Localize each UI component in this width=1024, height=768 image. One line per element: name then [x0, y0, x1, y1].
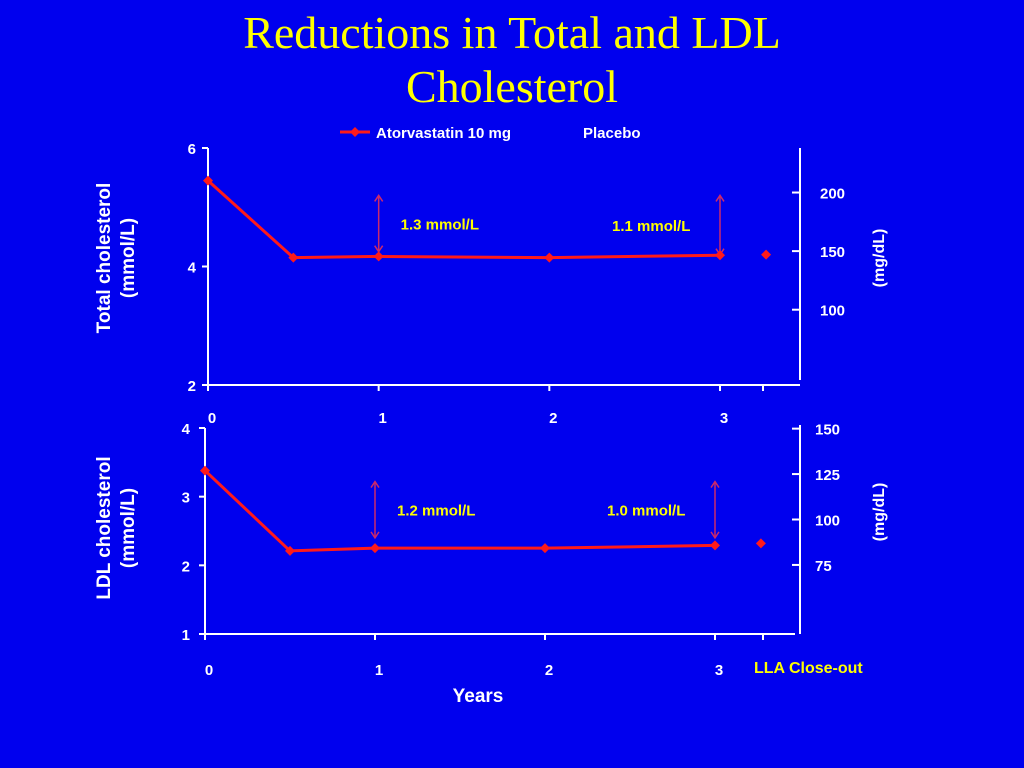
top-y-axis-label-line-1: Total cholesterol — [94, 183, 115, 334]
top-closeout-point — [761, 249, 772, 260]
bottom-diff-arrowhead-top-1 — [370, 480, 380, 488]
legend-label-placebo: Placebo — [583, 125, 641, 142]
top-y2-tick-label: 150 — [820, 244, 845, 261]
bottom-y-axis-label-line-1: LDL cholesterol — [94, 456, 115, 599]
top-diff-arrowhead-top-2 — [715, 194, 725, 202]
top-y-tick-label: 2 — [188, 378, 196, 395]
bottom-y2-tick-label: 150 — [815, 422, 840, 439]
slide-title-line-2: Cholesterol — [405, 61, 619, 112]
bottom-y-tick-label: 4 — [182, 421, 191, 438]
bottom-y2-tick-label: 125 — [815, 467, 840, 484]
top-x-tick-label: 2 — [549, 410, 557, 427]
top-data-point — [715, 250, 725, 261]
bottom-diff-arrowhead-bottom-2 — [710, 531, 720, 540]
top-x-tick-label: 0 — [208, 410, 216, 427]
top-y2-tick-label: 100 — [820, 303, 845, 320]
top-y-tick-label: 4 — [188, 260, 197, 277]
top-diff-label-2: 1.1 mmol/L — [612, 218, 690, 235]
top-y2-tick-label: 200 — [820, 186, 845, 203]
top-data-point — [203, 175, 213, 186]
bottom-data-point — [370, 543, 380, 554]
top-y2-axis-label: (mg/dL) — [871, 229, 888, 288]
bottom-x-tick-label: 2 — [545, 662, 553, 679]
top-y-tick-label: 6 — [188, 141, 196, 158]
top-diff-arrowhead-top-1 — [374, 194, 384, 202]
bottom-y-tick-label: 2 — [182, 558, 190, 575]
bottom-closeout-point — [755, 538, 766, 549]
bottom-x-tick-label: 3 — [715, 662, 723, 679]
top-y-axis-label-line-2: (mmol/L) — [118, 218, 139, 298]
bottom-diff-arrowhead-top-2 — [710, 480, 720, 488]
slide-title-line-1: Reductions in Total and LDL — [243, 7, 781, 58]
bottom-y2-tick-label: 100 — [815, 513, 840, 530]
bottom-diff-label-2: 1.0 mmol/L — [607, 503, 685, 520]
bottom-diff-arrowhead-bottom-1 — [370, 531, 380, 540]
top-data-point — [373, 251, 384, 262]
bottom-data-point — [285, 545, 295, 556]
top-data-point — [544, 252, 555, 263]
bottom-diff-label-1: 1.2 mmol/L — [397, 503, 475, 520]
bottom-data-point — [540, 543, 550, 554]
top-x-tick-label: 1 — [378, 410, 386, 427]
bottom-data-point — [710, 540, 720, 551]
legend-label-atorvastatin: Atorvastatin 10 mg — [376, 125, 511, 142]
top-diff-label-1: 1.3 mmol/L — [401, 217, 479, 234]
bottom-x-tick-label: 1 — [375, 662, 383, 679]
bottom-y2-tick-label: 75 — [815, 558, 832, 575]
bottom-y2-axis-label: (mg/dL) — [871, 483, 888, 542]
bottom-y-axis-label-line-2: (mmol/L) — [118, 488, 139, 568]
bottom-y-tick-label: 3 — [182, 490, 190, 507]
bottom-x-axis-label: Years — [453, 686, 504, 707]
bottom-closeout-label: LLA Close-out — [754, 660, 863, 677]
legend-marker-atorvastatin — [350, 127, 360, 137]
top-data-point — [288, 252, 299, 263]
bottom-data-point — [200, 465, 210, 476]
slide-title: Reductions in Total and LDL Cholesterol — [0, 6, 1024, 114]
bottom-y-tick-label: 1 — [182, 627, 190, 644]
bottom-x-tick-label: 0 — [205, 662, 213, 679]
top-x-tick-label: 3 — [720, 410, 728, 427]
